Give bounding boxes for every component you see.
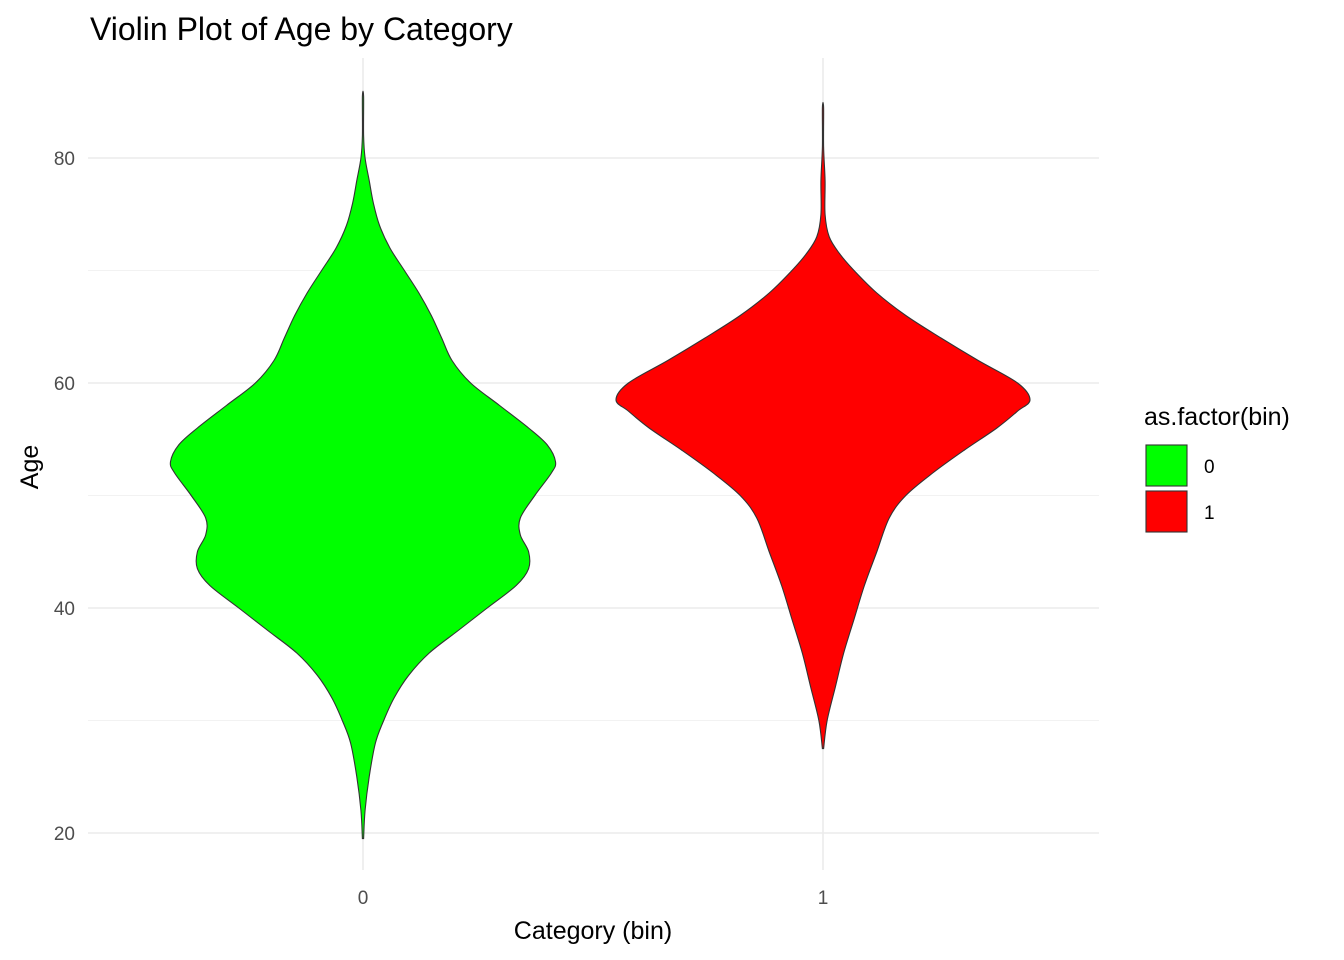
legend-swatch-0 [1145, 444, 1188, 487]
violins [169, 90, 1031, 840]
x-axis-title: Category (bin) [514, 917, 672, 945]
y-axis-title: Age [16, 445, 44, 489]
legend-label-0: 0 [1204, 457, 1215, 478]
legend-entries: 01 [1145, 444, 1215, 533]
x-tick-label: 0 [358, 888, 369, 909]
legend-swatch-1 [1145, 490, 1188, 533]
chart-title: Violin Plot of Age by Category [90, 11, 513, 47]
violin-0 [169, 90, 557, 840]
y-tick-label: 40 [54, 599, 75, 620]
legend: as.factor(bin) 01 [1144, 403, 1290, 533]
y-tick-label: 20 [54, 824, 75, 845]
legend-label-1: 1 [1204, 503, 1215, 524]
violin-1 [615, 101, 1031, 750]
x-tick-label: 1 [818, 888, 829, 909]
y-tick-label: 60 [54, 374, 75, 395]
y-axis-ticks: 20 40 60 80 [54, 149, 75, 845]
legend-title: as.factor(bin) [1144, 403, 1290, 431]
y-tick-label: 80 [54, 149, 75, 170]
